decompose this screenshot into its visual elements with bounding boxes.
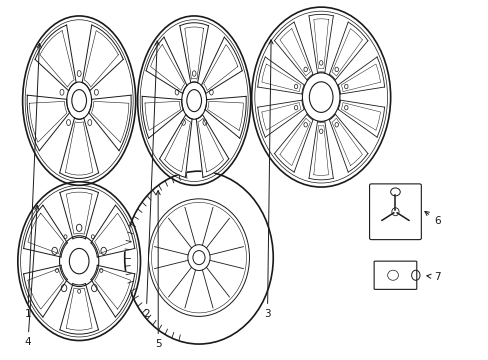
Polygon shape [196, 114, 228, 177]
Text: 3: 3 [264, 40, 273, 319]
Polygon shape [206, 260, 243, 297]
Polygon shape [142, 96, 183, 138]
Text: 1: 1 [24, 44, 41, 319]
Text: 7: 7 [426, 272, 440, 282]
Polygon shape [257, 57, 304, 94]
Polygon shape [159, 114, 192, 177]
Polygon shape [257, 100, 304, 137]
Text: 4: 4 [24, 206, 39, 347]
Polygon shape [35, 25, 76, 91]
Polygon shape [184, 270, 213, 310]
Polygon shape [274, 22, 312, 80]
Polygon shape [23, 205, 67, 257]
Polygon shape [180, 23, 208, 83]
Polygon shape [154, 260, 191, 297]
Polygon shape [201, 37, 242, 94]
Polygon shape [23, 265, 67, 317]
Polygon shape [91, 205, 135, 257]
Polygon shape [88, 95, 131, 151]
Polygon shape [329, 22, 367, 80]
Polygon shape [338, 57, 384, 94]
Polygon shape [146, 37, 186, 94]
Text: 5: 5 [155, 190, 161, 349]
Polygon shape [308, 122, 333, 180]
Polygon shape [204, 96, 245, 138]
Text: 2: 2 [142, 41, 159, 319]
Polygon shape [206, 218, 243, 255]
Polygon shape [274, 114, 312, 172]
Polygon shape [60, 118, 99, 179]
Polygon shape [91, 265, 135, 317]
Polygon shape [329, 114, 367, 172]
Polygon shape [308, 14, 333, 72]
Polygon shape [60, 188, 98, 239]
Polygon shape [154, 218, 191, 255]
Text: 6: 6 [424, 211, 440, 226]
Polygon shape [184, 205, 213, 245]
Polygon shape [82, 25, 123, 91]
Polygon shape [338, 100, 384, 137]
Polygon shape [60, 284, 98, 334]
Polygon shape [27, 95, 69, 151]
